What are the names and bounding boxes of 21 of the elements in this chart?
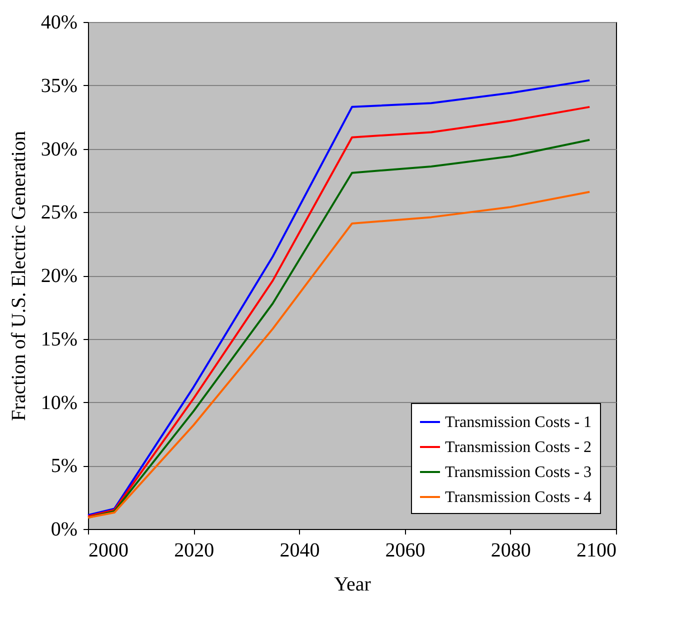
legend-label: Transmission Costs - 2 xyxy=(445,439,592,456)
x-tick-label: 2100 xyxy=(576,540,616,562)
y-tick-label: 5% xyxy=(50,455,78,478)
x-tick-label: 2080 xyxy=(490,540,531,562)
x-tick-label: 2000 xyxy=(88,540,128,562)
y-tick-label: 10% xyxy=(40,392,78,414)
y-axis-title: Fraction of U.S. Electric Generation xyxy=(8,131,30,421)
legend-label: Transmission Costs - 4 xyxy=(445,489,592,506)
y-tick-label: 20% xyxy=(40,265,78,287)
legend-label: Transmission Costs - 3 xyxy=(445,464,592,481)
x-tick-label: 2060 xyxy=(385,540,426,562)
y-tick-label: 35% xyxy=(40,74,78,97)
y-tick-label: 40% xyxy=(40,12,78,34)
y-tick-label: 25% xyxy=(40,202,78,224)
x-tick-label: 2020 xyxy=(174,540,214,562)
x-tick-label: 2040 xyxy=(280,540,320,562)
y-tick-label: 15% xyxy=(40,328,78,350)
legend-label: Transmission Costs - 1 xyxy=(445,414,592,431)
y-tick-label: 30% xyxy=(40,138,78,160)
y-tick-label: 0% xyxy=(50,518,78,540)
x-axis-title: Year xyxy=(334,574,372,596)
